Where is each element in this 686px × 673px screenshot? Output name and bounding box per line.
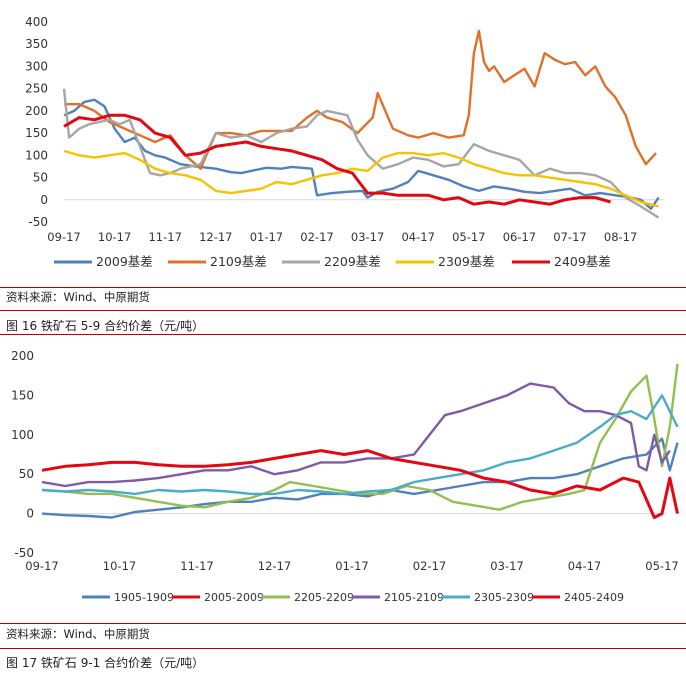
source-note-2: 资料来源：Wind、中原期货	[6, 627, 150, 641]
series-line-2009基差	[63, 98, 660, 210]
y-tick-label: 0	[26, 507, 34, 521]
x-tick-label: 01-17	[335, 559, 368, 573]
y-tick-label: 200	[25, 104, 48, 118]
legend-label: 2309基差	[438, 254, 495, 269]
figure-17-title: 图 17 铁矿石 9-1 合约价差（元/吨）	[6, 656, 205, 670]
y-tick-label: 200	[11, 349, 34, 363]
series-line-2109基差	[64, 29, 657, 170]
series-line-2309基差	[63, 149, 659, 208]
divider-rule	[0, 648, 686, 649]
x-tick-label: 03-17	[351, 230, 384, 244]
y-tick-label: -50	[28, 215, 48, 229]
divider-rule	[0, 287, 686, 288]
source-note-1: 资料来源：Wind、中原期货	[6, 290, 150, 304]
divider-rule	[0, 310, 686, 311]
chart-1-svg: -50 0 50 100 150 200 250 300 350 400 09-17 10-17 11-…	[25, 15, 664, 269]
legend-label: 2305-2309	[474, 591, 534, 604]
x-tick-label: 11-17	[148, 230, 181, 244]
legend-label: 2009基差	[96, 254, 153, 269]
legend-label: 2209基差	[324, 254, 381, 269]
y-tick-label: 150	[25, 126, 48, 140]
x-tick-label: 02-17	[413, 559, 446, 573]
y-tick-label: 400	[25, 15, 48, 29]
x-tick-label: 11-17	[180, 559, 213, 573]
divider-rule	[0, 334, 686, 335]
x-tick-label: 09-17	[47, 230, 80, 244]
x-tick-label: 05-17	[452, 230, 485, 244]
y-tick-label: 0	[40, 193, 48, 207]
legend-label: 2405-2409	[564, 591, 624, 604]
figure-16-title: 图 16 铁矿石 5-9 合约价差（元/吨）	[6, 319, 205, 333]
x-tick-label: 08-17	[604, 230, 637, 244]
x-tick-label: 04-17	[401, 230, 434, 244]
x-tick-label: 02-17	[300, 230, 333, 244]
y-tick-label: 50	[33, 171, 48, 185]
x-tick-label: 10-17	[98, 230, 131, 244]
series-line-2209基差	[62, 88, 660, 219]
y-tick-label: 50	[19, 467, 34, 481]
legend-label: 2409基差	[554, 254, 611, 269]
chart-2: -50 0 50 100 150 200 09-17 10-17 11-17 12-17 01-17…	[0, 338, 686, 620]
x-tick-label: 07-17	[553, 230, 586, 244]
legend-label: 2005-2009	[204, 591, 264, 604]
series-line-2409基差	[63, 113, 611, 206]
y-tick-label: 100	[11, 428, 34, 442]
x-tick-label: 01-17	[250, 230, 283, 244]
y-tick-label: 250	[25, 82, 48, 96]
x-tick-label: 12-17	[199, 230, 232, 244]
y-tick-label: -50	[14, 546, 34, 560]
series-line-2105-2109	[41, 382, 671, 488]
legend-label: 2205-2209	[294, 591, 354, 604]
chart-2-svg: -50 0 50 100 150 200 09-17 10-17 11-17 12-17 01-17…	[11, 349, 679, 604]
x-tick-label: 10-17	[103, 559, 136, 573]
series-line-2205-2209	[41, 363, 679, 511]
y-tick-label: 150	[11, 388, 34, 402]
y-tick-label: 100	[25, 148, 48, 162]
y-tick-label: 350	[25, 37, 48, 51]
chart-1: -50 0 50 100 150 200 250 300 350 400 09-17 10-17 11-…	[0, 2, 686, 280]
x-tick-label: 09-17	[25, 559, 58, 573]
y-tick-label: 300	[25, 59, 48, 73]
x-tick-label: 03-17	[490, 559, 523, 573]
divider-rule	[0, 623, 686, 624]
series-line-2405-2409	[41, 449, 679, 519]
legend-label: 2105-2109	[384, 591, 444, 604]
x-tick-label: 05-17	[645, 559, 678, 573]
x-tick-label: 12-17	[258, 559, 291, 573]
x-tick-label: 04-17	[568, 559, 601, 573]
x-tick-label: 06-17	[503, 230, 536, 244]
legend-label: 2109基差	[210, 254, 267, 269]
legend-label: 1905-1909	[114, 591, 174, 604]
series-line-2305-2309	[41, 394, 679, 496]
